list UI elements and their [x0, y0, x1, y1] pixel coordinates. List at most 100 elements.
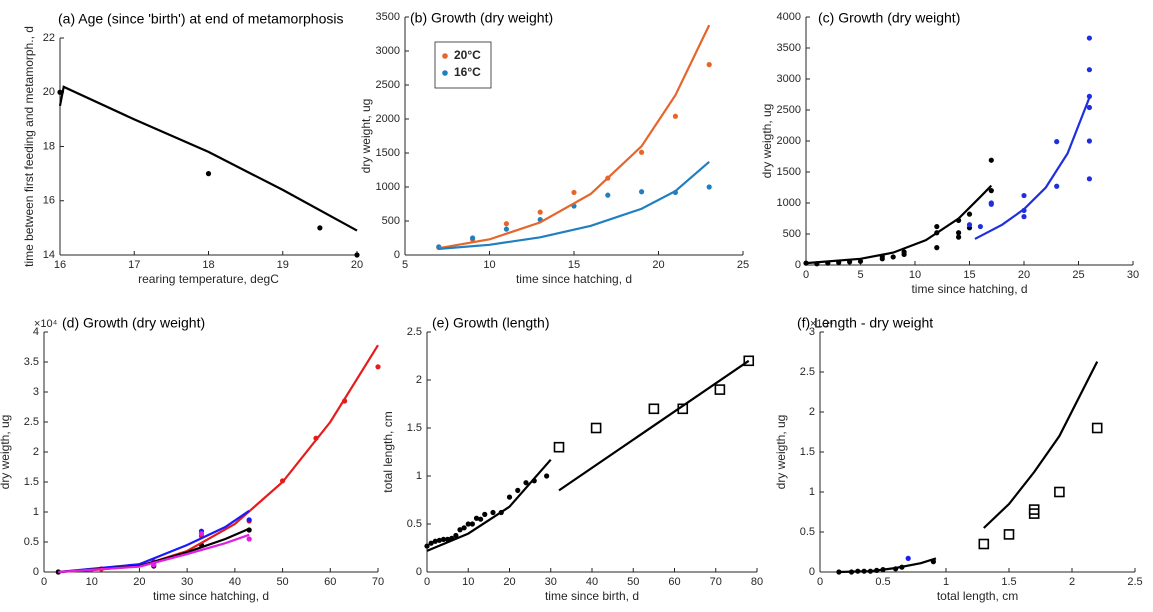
y-tick-label: 2500 [777, 104, 801, 116]
data-point [469, 521, 475, 527]
x-tick-label: 19 [277, 259, 289, 271]
data-square [743, 355, 755, 367]
chart-title: (f) Length - dry weight [797, 315, 933, 331]
data-point [246, 517, 252, 523]
y-tick-label: 1500 [777, 166, 801, 178]
y-tick-label: 3000 [376, 45, 400, 57]
data-point [956, 230, 962, 236]
data-point [482, 511, 488, 517]
y-axis-label: dry weigth, ug [0, 415, 12, 490]
y-tick-label: 1500 [376, 147, 400, 159]
data-square [590, 422, 602, 434]
data-point [506, 494, 513, 500]
data-point [706, 62, 712, 68]
data-point [428, 540, 434, 546]
chart-title: (a) Age (since 'birth') at end of metamo… [58, 11, 343, 27]
data-point [470, 235, 476, 241]
data-point [317, 225, 323, 231]
data-point [246, 536, 252, 542]
fit-line [438, 161, 710, 250]
y-tick-label: 3 [809, 326, 815, 338]
data-point [375, 364, 381, 370]
fit-line [58, 509, 250, 574]
data-point [354, 252, 360, 258]
fit-line [438, 24, 711, 250]
data-point [966, 211, 973, 217]
y-tick-label: 18 [43, 140, 55, 152]
x-tick-label: 20 [1018, 269, 1030, 281]
y-tick-label: 3000 [777, 73, 801, 85]
x-tick-label: 15 [568, 259, 580, 271]
x-tick-label: 70 [710, 576, 722, 588]
y-tick-label: 1.5 [800, 446, 815, 458]
data-point [639, 189, 645, 195]
x-tick-label: 18 [202, 259, 214, 271]
data-point [523, 480, 529, 486]
y-tick-label: 2000 [777, 135, 801, 147]
y-multiplier: ×10⁴ [810, 318, 834, 330]
legend-box [434, 41, 492, 89]
x-tick-label: 15 [963, 269, 975, 281]
data-point [1021, 192, 1027, 199]
data-point [934, 223, 940, 230]
x-tick-label: 50 [276, 576, 288, 588]
data-point [1086, 104, 1092, 111]
fit-line [974, 97, 1091, 240]
fit-line [426, 458, 552, 552]
x-tick-label: 20 [652, 259, 664, 271]
x-axis-label: rearing temperature, degC [138, 272, 279, 286]
x-tick-label: 30 [181, 576, 193, 588]
data-point [436, 537, 442, 543]
x-tick-label: 1 [943, 576, 949, 588]
x-tick-label: 0 [803, 269, 809, 281]
data-square [1003, 529, 1015, 540]
y-tick-label: 3500 [376, 11, 400, 23]
data-point [478, 516, 484, 522]
x-tick-label: 0 [817, 576, 823, 588]
x-tick-label: 80 [751, 576, 763, 588]
data-point [461, 525, 467, 531]
legend-label: 20°C [454, 48, 481, 62]
y-axis-label: dry weigth, ug [774, 415, 788, 490]
legend-marker [442, 53, 448, 59]
legend-marker [442, 70, 448, 76]
data-point [1021, 214, 1027, 220]
data-square [714, 384, 726, 395]
data-point [503, 221, 509, 227]
chart-title: (c) Growth (dry weight) [818, 10, 960, 26]
x-tick-label: 0 [424, 576, 430, 588]
y-tick-label: 0.5 [800, 526, 815, 538]
data-point [571, 189, 577, 196]
y-tick-label: 2.5 [800, 366, 815, 378]
data-point [537, 209, 543, 215]
data-point [977, 223, 984, 230]
x-tick-label: 30 [1127, 269, 1139, 281]
chart-title: (e) Growth (length) [432, 315, 549, 331]
y-tick-label: 1 [809, 486, 815, 498]
y-tick-label: 2000 [376, 113, 400, 125]
x-tick-label: 70 [372, 576, 384, 588]
y-tick-label: 3500 [777, 42, 801, 54]
x-tick-label: 10 [86, 576, 98, 588]
data-point [639, 149, 645, 155]
x-tick-label: 30 [545, 576, 557, 588]
data-point [1086, 67, 1092, 73]
data-point [988, 157, 994, 163]
x-tick-label: 10 [462, 576, 474, 588]
x-tick-label: 40 [229, 576, 241, 588]
y-tick-label: 1.5 [407, 422, 422, 434]
x-tick-label: 20 [503, 576, 515, 588]
x-axis-label: total length, cm [937, 589, 1018, 603]
data-point [424, 543, 430, 549]
y-tick-label: 1000 [376, 181, 400, 193]
y-tick-label: 4000 [777, 11, 801, 23]
data-point [966, 222, 973, 228]
y-tick-label: 3 [33, 386, 39, 398]
data-point [544, 473, 550, 479]
y-tick-label: 0 [394, 249, 400, 261]
x-axis-label: time since hatching, d [516, 272, 632, 286]
x-tick-label: 40 [586, 576, 598, 588]
data-square [553, 441, 565, 453]
data-point [905, 555, 911, 562]
